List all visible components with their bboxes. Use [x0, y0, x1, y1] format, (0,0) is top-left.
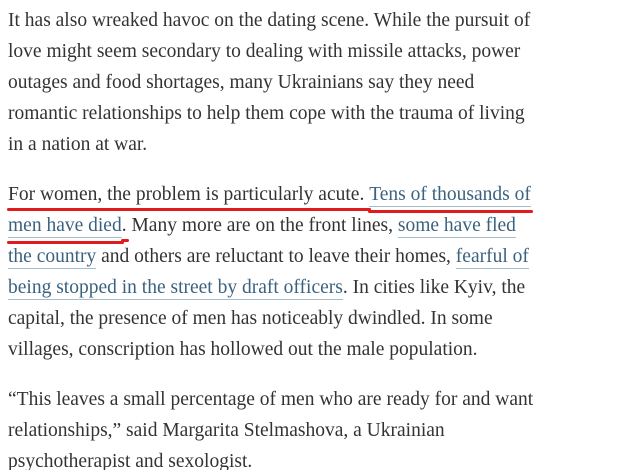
text-run: romantic relationships to help them cope… [8, 103, 525, 124]
text-line: villages, conscription has hollowed out … [8, 334, 610, 365]
text-run: relationships,” said Margarita Stelmasho… [8, 420, 445, 441]
text-run: villages, conscription has hollowed out … [8, 339, 478, 360]
text-line: psychotherapist and sexologist. [8, 446, 610, 470]
inline-link[interactable]: being stopped in the street by draft off… [8, 277, 343, 300]
text-line: love might seem secondary to dealing wit… [8, 36, 610, 67]
inline-link[interactable]: fearful of [455, 246, 529, 269]
paragraph: For women, the problem is particularly a… [7, 179, 610, 365]
text-run: For women, the problem is particularly a… [7, 184, 372, 211]
text-line: It has also wreaked havoc on the dating … [8, 5, 610, 36]
text-run: psychotherapist and sexologist. [8, 451, 253, 470]
text-line: outages and food shortages, many Ukraini… [8, 67, 610, 98]
text-line: relationships,” said Margarita Stelmasho… [8, 415, 610, 446]
inline-link[interactable]: the country [8, 246, 97, 269]
text-line: capital, the presence of men has noticea… [8, 303, 610, 334]
text-line: the country and others are reluctant to … [8, 241, 610, 272]
text-run: It has also wreaked havoc on the dating … [8, 10, 531, 31]
text-run: and others are reluctant to leave their … [96, 246, 456, 267]
text-run: . [120, 215, 129, 242]
text-line: in a nation at war. [8, 129, 610, 160]
text-line: “This leaves a small percentage of men w… [8, 384, 610, 415]
text-run: outages and food shortages, many Ukraini… [8, 72, 475, 93]
text-line: being stopped in the street by draft off… [8, 272, 610, 303]
text-run: Many more are on the front lines, [126, 215, 398, 236]
text-run: in a nation at war. [8, 134, 148, 155]
text-run: capital, the presence of men has noticea… [8, 308, 493, 329]
paragraph: “This leaves a small percentage of men w… [8, 384, 610, 470]
inline-link[interactable]: men have died [7, 215, 124, 244]
inline-link[interactable]: some have fled [397, 215, 516, 238]
paragraph: It has also wreaked havoc on the dating … [8, 5, 610, 160]
text-run: . In cities like Kyiv, the [342, 277, 526, 298]
inline-link[interactable]: Tens of thousands of [368, 184, 533, 213]
text-run: “This leaves a small percentage of men w… [8, 389, 534, 410]
text-line: men have died. Many more are on the fron… [7, 210, 610, 244]
text-run: love might seem secondary to dealing wit… [8, 41, 521, 62]
text-line: For women, the problem is particularly a… [7, 179, 610, 213]
text-line: romantic relationships to help them cope… [8, 98, 610, 129]
